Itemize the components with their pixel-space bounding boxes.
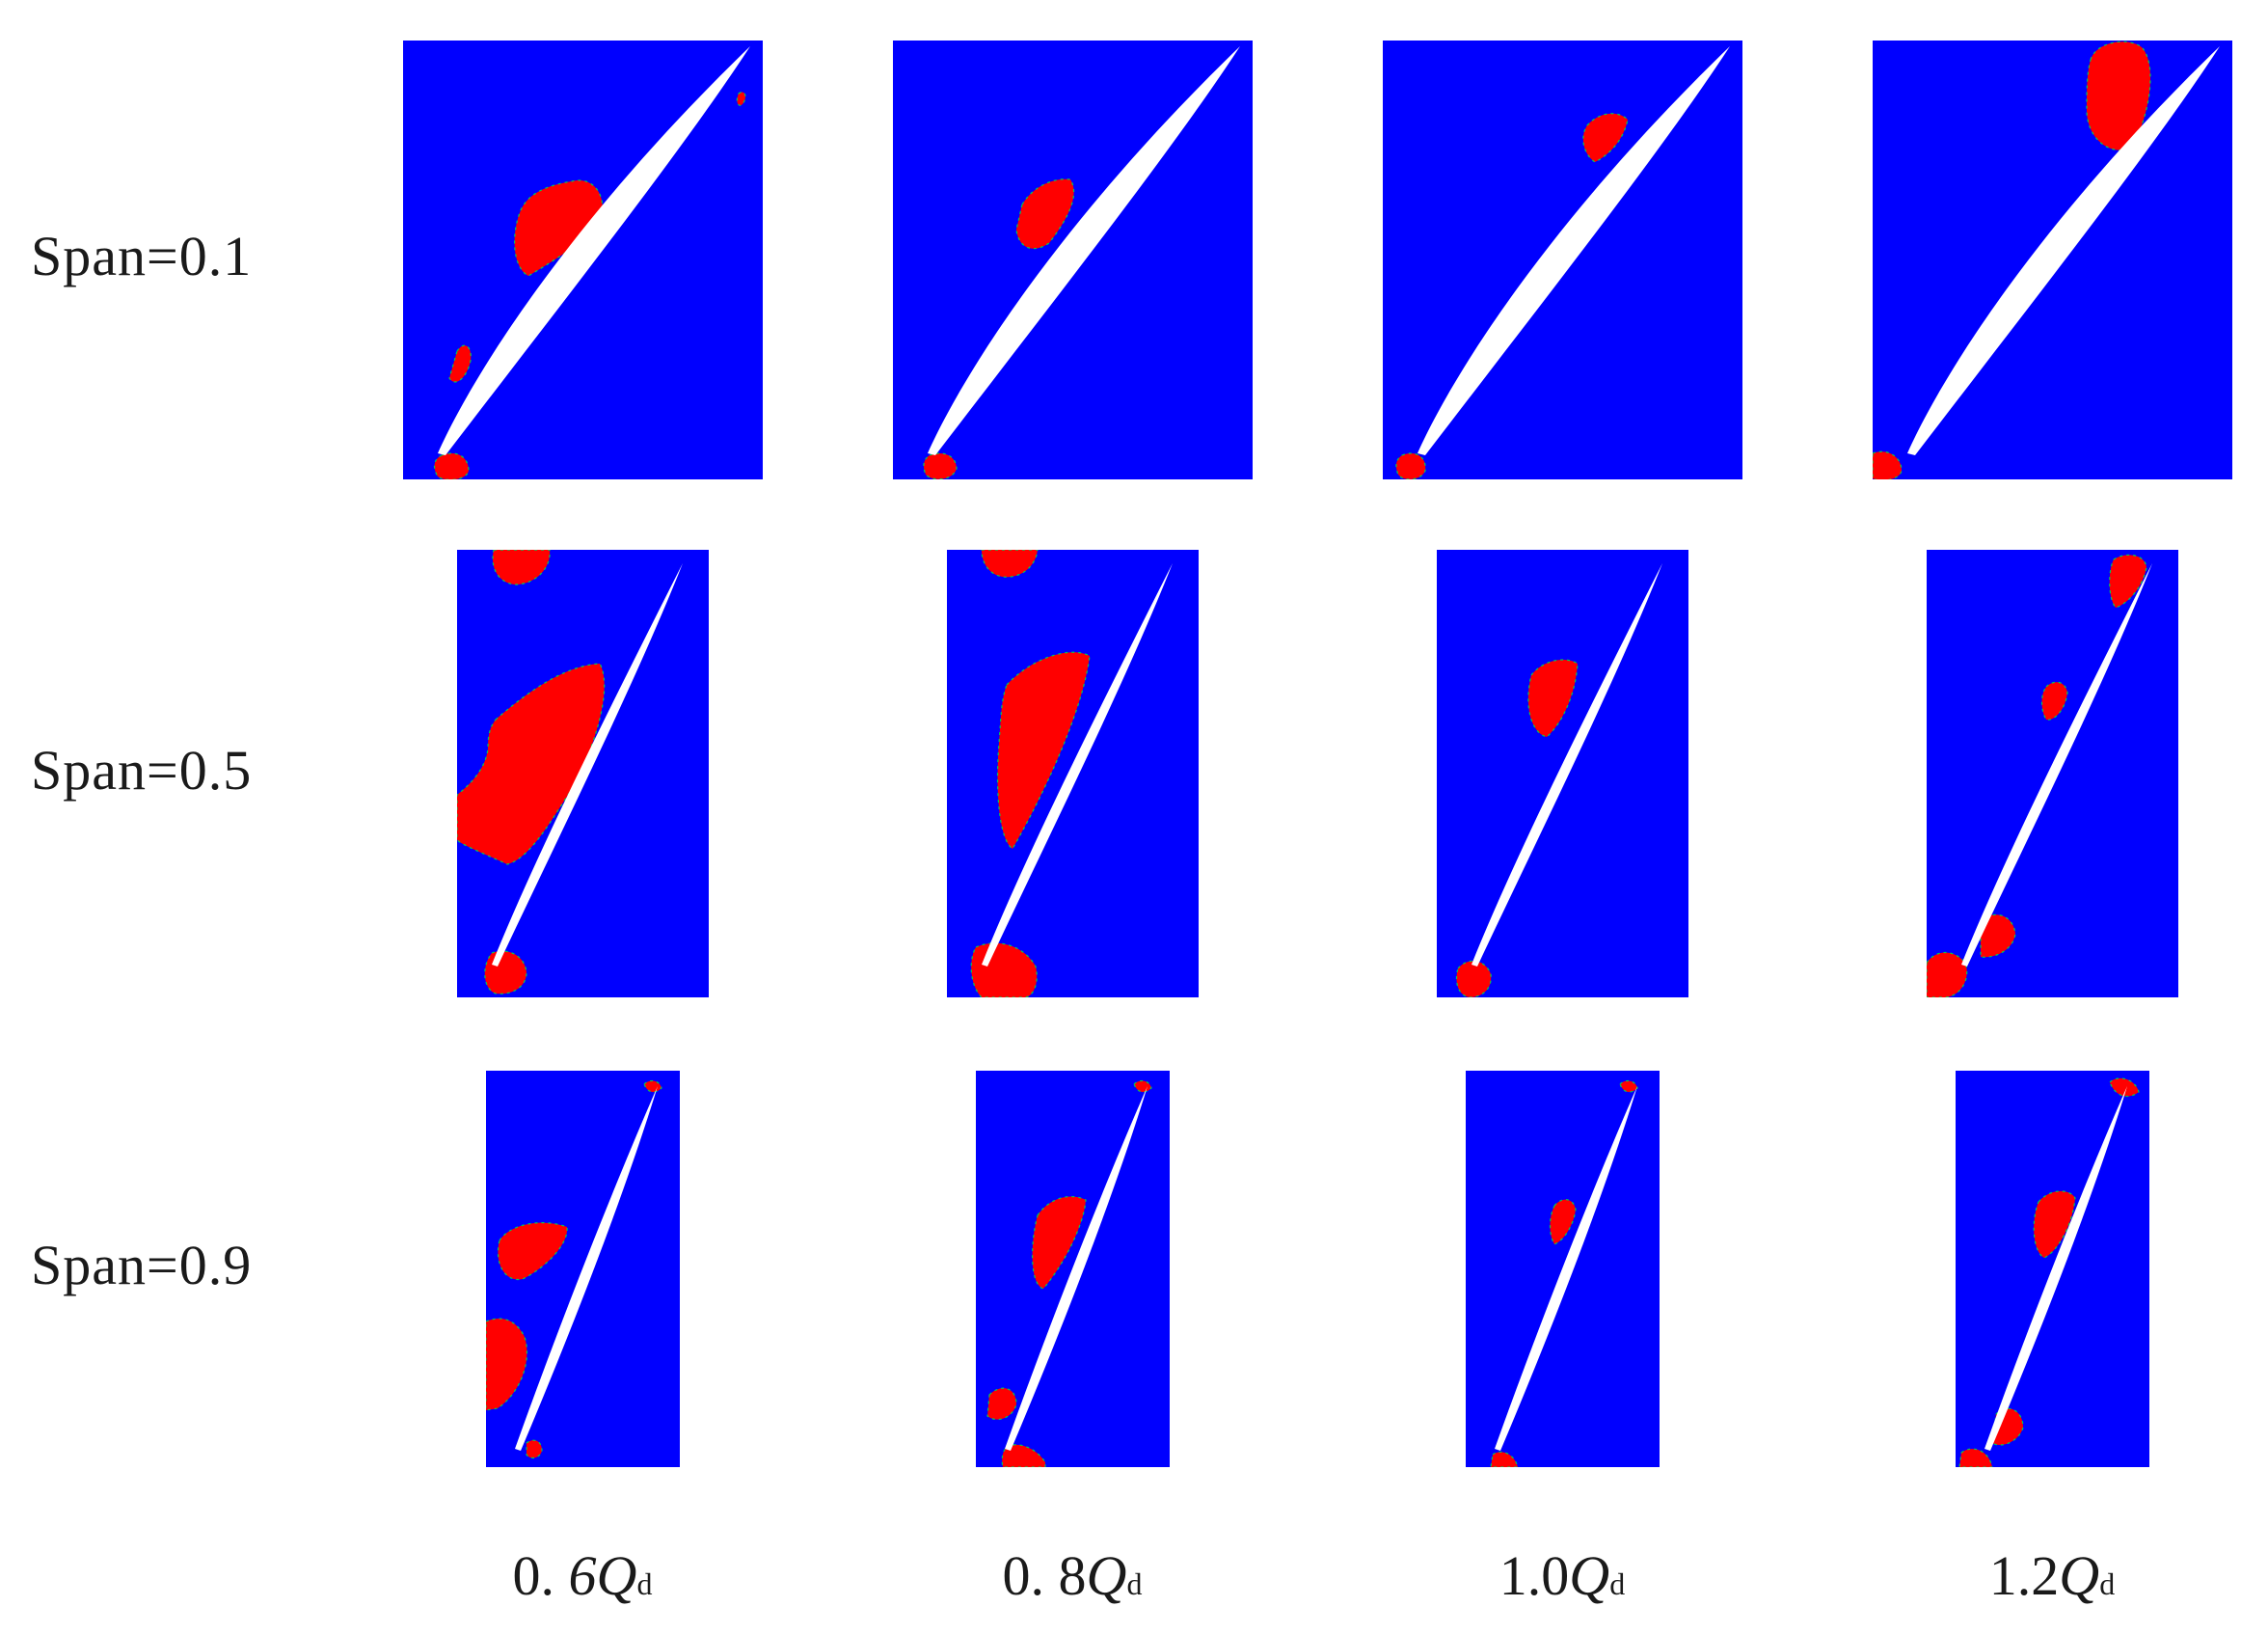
cavity-region	[1015, 178, 1075, 250]
cavity-region	[2040, 681, 2068, 721]
column-label-1.0Qd: 1.0Qd	[1499, 1543, 1625, 1608]
cavity-region	[643, 1079, 662, 1093]
panel-span09-q06	[486, 1071, 680, 1467]
cavity-region	[526, 1439, 543, 1459]
column-label-subscript: d	[636, 1566, 653, 1601]
cavity-region	[1619, 1079, 1638, 1093]
cavity-region	[486, 1318, 528, 1411]
column-label-prefix: 0.	[512, 1544, 569, 1607]
column-label-subscript: d	[1609, 1566, 1626, 1601]
column-label-digit: 6	[568, 1544, 597, 1607]
cavity-region	[1980, 913, 2016, 958]
column-label-symbol: Q	[2059, 1544, 2100, 1607]
blade	[1005, 1086, 1148, 1451]
row-label-span-0.9: Span=0.9	[31, 1234, 253, 1296]
blade	[1495, 1086, 1637, 1451]
cavity-region	[736, 91, 746, 106]
cavity-region	[1873, 450, 1903, 479]
blade	[1418, 46, 1730, 455]
column-label-0.8Qd: 0. 8Qd	[1003, 1543, 1143, 1608]
blade	[928, 46, 1240, 455]
cavity-region	[1133, 1079, 1152, 1093]
blade	[438, 46, 750, 455]
cavity-region	[1395, 452, 1426, 479]
cavity-region	[1958, 1448, 1993, 1467]
cavity-region	[1455, 960, 1492, 997]
cavity-region	[1001, 1444, 1046, 1467]
blade	[1961, 563, 2152, 967]
cavity-region	[1549, 1199, 1577, 1245]
cavity-region	[2109, 554, 2147, 609]
cavity-region	[497, 1221, 568, 1281]
column-label-symbol: Q	[1086, 1544, 1127, 1607]
cavity-region	[457, 663, 606, 865]
cavity-region	[981, 550, 1039, 578]
blade	[1472, 563, 1662, 967]
cavity-region	[2109, 1077, 2140, 1098]
cavity-region	[986, 1387, 1017, 1421]
panel-span01-q12	[1873, 41, 2232, 479]
column-label-symbol: Q	[596, 1544, 637, 1607]
column-label-subscript: d	[2099, 1566, 2116, 1601]
cavity-region	[1527, 659, 1579, 738]
panel-span01-q08	[893, 41, 1253, 479]
cavity-region	[484, 950, 527, 994]
cavity-region	[492, 550, 551, 586]
panel-span09-q12	[1956, 1071, 2149, 1467]
column-label-0.6Qd: 0. 6Qd	[513, 1543, 653, 1608]
cavity-region	[433, 452, 470, 479]
panel-span05-q12	[1927, 550, 2178, 997]
blade	[1984, 1086, 2127, 1451]
cavity-region	[514, 179, 604, 277]
cavity-region	[448, 344, 472, 383]
column-label-prefix: 1.2	[1988, 1544, 2060, 1607]
column-label-1.2Qd: 1.2Qd	[1989, 1543, 2115, 1608]
cavity-region	[996, 651, 1091, 850]
cavity-region	[1927, 951, 1968, 997]
cavity-region	[1032, 1195, 1087, 1290]
cavity-region	[1582, 113, 1629, 163]
panel-span05-q06	[457, 550, 709, 997]
column-label-prefix: 1.0	[1498, 1544, 1570, 1607]
cavity-region	[2086, 41, 2151, 151]
row-label-span-0.5: Span=0.5	[31, 739, 253, 802]
panel-span09-q10	[1466, 1071, 1660, 1467]
blade	[982, 563, 1173, 967]
column-label-prefix: 0. 8	[1002, 1544, 1087, 1607]
blade	[1907, 46, 2220, 455]
row-label-span-0.1: Span=0.1	[31, 225, 253, 287]
column-label-subscript: d	[1126, 1566, 1143, 1601]
cavity-region	[923, 452, 958, 479]
panel-span01-q10	[1383, 41, 1742, 479]
cavity-region	[1490, 1451, 1519, 1467]
blade	[492, 563, 683, 967]
panel-span09-q08	[976, 1071, 1170, 1467]
blade	[515, 1086, 658, 1451]
panel-span05-q10	[1437, 550, 1688, 997]
column-label-symbol: Q	[1569, 1544, 1610, 1607]
cavity-region	[2033, 1190, 2076, 1259]
panel-span05-q08	[947, 550, 1199, 997]
panel-span01-q06	[403, 41, 763, 479]
cavity-region	[970, 942, 1038, 997]
